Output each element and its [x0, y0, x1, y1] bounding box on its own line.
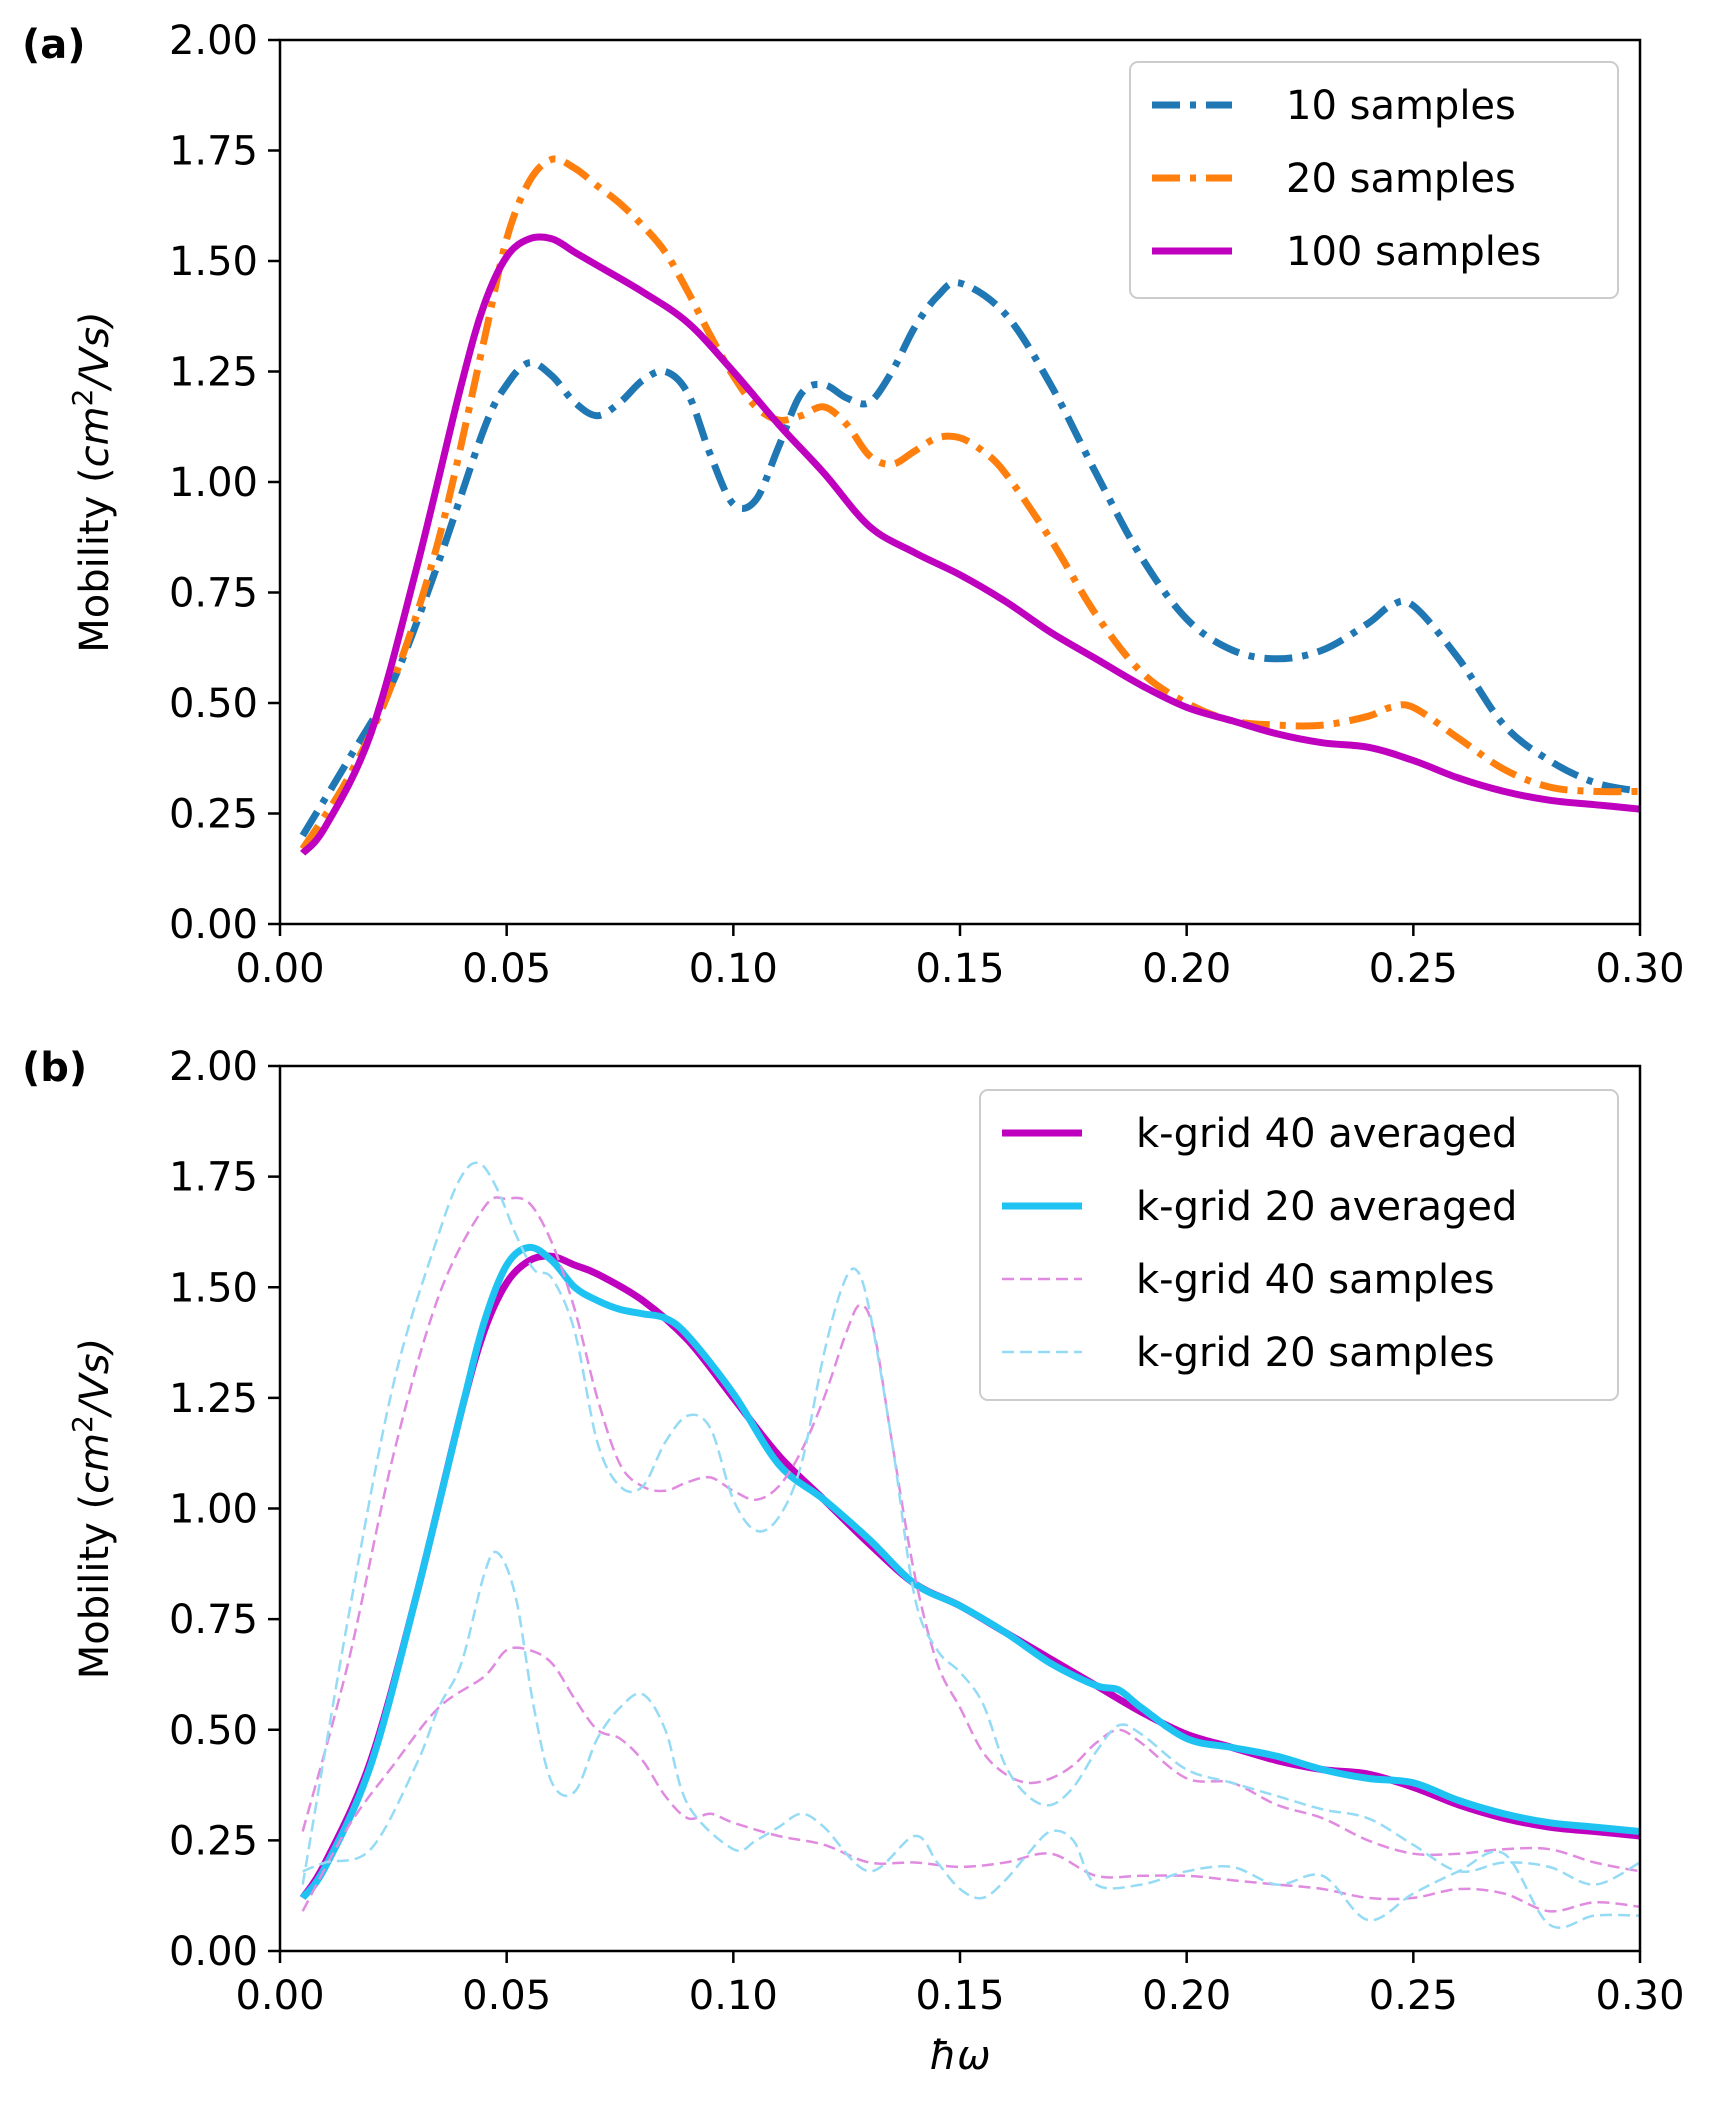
panel-a-y-tick-label: 2.00 — [169, 18, 258, 64]
panel-b-series-4-line — [301, 1161, 1640, 1886]
panel-b-y-tick-label: 1.50 — [169, 1265, 258, 1311]
panel-b-x-tick-label: 0.10 — [689, 1973, 778, 2019]
panel-b-legend-box — [979, 1089, 1619, 1401]
panel-b-series-2-line — [301, 1196, 1640, 1873]
panel-b-x-tick-label: 0.20 — [1142, 1973, 1231, 2019]
panel-b-legend: k-grid 40 averaged k-grid 20 averaged k-gr… — [979, 1089, 1619, 1401]
panel-b-x-axis-label: ħω — [929, 2033, 990, 2079]
panel-a-legend-label: 20 samples — [1286, 156, 1516, 202]
panel-b-y-tick-label: 0.25 — [169, 1818, 258, 1864]
panel-b-label: (b) — [22, 1045, 87, 1091]
panel-a-label: (a) — [22, 22, 86, 68]
panel-a-x-tick-label: 0.30 — [1595, 946, 1684, 992]
panel-b-x-tick-label: 0.00 — [235, 1973, 324, 2019]
panel-a-x-tick-label: 0.20 — [1142, 946, 1231, 992]
panel-b-series-3-line — [301, 1646, 1640, 1913]
panel-a-x-tick-label: 0.10 — [689, 946, 778, 992]
panel-a-x-tick-label: 0.15 — [915, 946, 1004, 992]
ylabel-b-main: Mobility ( — [72, 1494, 118, 1679]
panel-b-legend-label: k-grid 20 samples — [1136, 1330, 1495, 1376]
panel-b-legend-label: k-grid 20 averaged — [1136, 1184, 1517, 1230]
panel-b-series-5-line — [302, 1550, 1640, 1929]
ylabel-a-main: Mobility ( — [72, 467, 118, 652]
panel-a-y-tick-label: 0.25 — [169, 792, 258, 838]
panel-a-y-tick-label: 0.00 — [169, 902, 258, 948]
panel-b-y-tick-label: 0.50 — [169, 1708, 258, 1754]
panel-a-legend-label: 100 samples — [1286, 229, 1541, 275]
panel-b-y-tick-label: 1.25 — [169, 1376, 258, 1422]
panel-b-y-tick-label: 2.00 — [169, 1044, 258, 1090]
panel-a: (a) 0.00 0.05 0.10 0.15 0.20 0.25 0.30 0.00 0.25… — [22, 18, 1685, 992]
panel-a-y-tick-label: 1.00 — [169, 460, 258, 506]
panel-b-y-axis-label: Mobility (cm2/Vs) — [66, 1338, 118, 1679]
ylabel-a-tail: /Vs) — [72, 311, 118, 391]
ylabel-a-math: cm — [72, 406, 118, 467]
panel-a-x-tick-label: 0.05 — [462, 946, 551, 992]
panel-a-series-0-line — [299, 279, 1640, 838]
panel-a-y-tick-label: 1.75 — [169, 129, 258, 175]
panel-b-x-tick-label: 0.25 — [1369, 1973, 1458, 2019]
panel-a-legend: 10 samples 20 samples 100 samples — [1129, 61, 1619, 299]
panel-b-y-tick-label: 0.75 — [169, 1597, 258, 1643]
panel-a-x-tick-label: 0.25 — [1369, 946, 1458, 992]
panel-a-y-axis-label: Mobility (cm2/Vs) — [66, 311, 118, 652]
ylabel-b-sup: 2 — [66, 1415, 99, 1433]
panel-a-y-tick-label: 0.75 — [169, 571, 258, 617]
panel-b-legend-label: k-grid 40 averaged — [1136, 1111, 1517, 1157]
panel-b-y-tick-label: 0.00 — [169, 1929, 258, 1975]
panel-b-y-tick-label: 1.00 — [169, 1487, 258, 1533]
panel-a-y-tick-label: 1.50 — [169, 239, 258, 285]
panel-b-x-tick-label: 0.30 — [1595, 1973, 1684, 2019]
panel-b-series-1-line — [299, 1243, 1640, 1901]
panel-a-legend-label: 10 samples — [1286, 83, 1516, 129]
panel-b-x-tick-label: 0.05 — [462, 1973, 551, 2019]
panel-b-x-tick-label: 0.15 — [915, 1973, 1004, 2019]
panel-b-y-tick-label: 1.75 — [169, 1155, 258, 1201]
panel-a-series-1-line — [299, 155, 1640, 851]
ylabel-b-tail: /Vs) — [72, 1338, 118, 1418]
panel-a-series-2-line — [300, 233, 1640, 856]
ylabel-a-sup: 2 — [66, 389, 99, 407]
panel-b: (b) 0.00 0.05 0.10 0.15 0.20 0.25 0.30 0.00 0.25… — [22, 1044, 1685, 2079]
ylabel-b-math: cm — [72, 1433, 118, 1494]
panel-a-legend-box — [1129, 61, 1619, 299]
panel-a-y-tick-label: 1.25 — [169, 350, 258, 396]
panel-b-legend-label: k-grid 40 samples — [1136, 1257, 1495, 1303]
panel-a-x-tick-label: 0.00 — [235, 946, 324, 992]
panel-a-y-tick-label: 0.50 — [169, 681, 258, 727]
